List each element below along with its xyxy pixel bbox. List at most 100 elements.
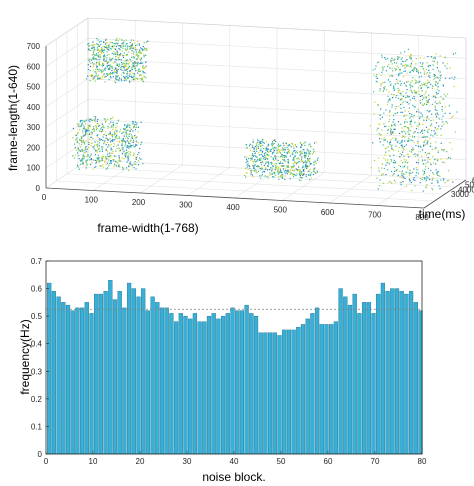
scatter-point bbox=[95, 64, 97, 66]
scatter-point bbox=[281, 176, 283, 178]
scatter-point bbox=[255, 161, 257, 163]
scatter-point bbox=[126, 59, 128, 61]
scatter-point bbox=[125, 69, 127, 71]
scatter-point bbox=[419, 100, 421, 102]
scatter-point bbox=[419, 102, 422, 104]
scatter-point bbox=[282, 148, 285, 150]
scatter-point bbox=[131, 56, 133, 58]
scatter-point bbox=[280, 149, 282, 151]
scatter-point bbox=[380, 134, 382, 136]
scatter-point bbox=[114, 132, 116, 134]
scatter-point bbox=[125, 142, 127, 144]
scatter-point bbox=[440, 179, 442, 181]
scatter-point bbox=[111, 48, 113, 50]
scatter-point bbox=[390, 145, 392, 147]
scatter-point bbox=[132, 130, 134, 132]
scatter-point bbox=[421, 66, 424, 68]
scatter-point bbox=[405, 159, 407, 161]
scatter-point bbox=[130, 39, 133, 41]
scatter-point bbox=[301, 143, 303, 146]
scatter-point bbox=[303, 168, 305, 170]
scatter-point bbox=[304, 166, 306, 168]
scatter-point bbox=[112, 127, 114, 129]
scatter-point bbox=[133, 79, 135, 81]
scatter-point bbox=[273, 173, 275, 175]
scatter-point bbox=[126, 161, 128, 163]
scatter-point bbox=[96, 120, 98, 122]
scatter-point bbox=[87, 154, 89, 156]
scatter-point bbox=[397, 56, 399, 58]
scatter-point bbox=[96, 67, 98, 69]
scatter-point bbox=[105, 149, 107, 151]
scatter-point bbox=[430, 134, 432, 136]
x-tick-label: 700 bbox=[368, 211, 382, 220]
scatter-point bbox=[270, 161, 272, 163]
scatter-point bbox=[272, 152, 274, 154]
scatter-point bbox=[256, 160, 258, 162]
scatter-point bbox=[434, 77, 436, 79]
scatter-point bbox=[260, 146, 262, 148]
scatter-point bbox=[420, 95, 422, 97]
scatter-point bbox=[264, 158, 266, 160]
scatter-point bbox=[436, 109, 438, 111]
scatter-point bbox=[116, 70, 118, 72]
bar bbox=[141, 288, 146, 455]
scatter-point bbox=[77, 166, 79, 168]
scatter-point bbox=[78, 125, 80, 127]
scatter-point bbox=[122, 131, 124, 133]
scatter-point bbox=[116, 64, 119, 66]
scatter-point bbox=[394, 62, 396, 64]
scatter-point bbox=[246, 160, 248, 162]
scatter-point bbox=[81, 144, 83, 146]
scatter-point bbox=[92, 41, 94, 43]
scatter-point bbox=[261, 140, 263, 142]
scatter-point bbox=[400, 111, 402, 113]
scatter-point bbox=[127, 77, 129, 79]
scatter-point bbox=[446, 122, 448, 124]
scatter-point bbox=[282, 158, 284, 161]
scatter-point bbox=[282, 154, 284, 156]
scatter-point bbox=[385, 147, 387, 149]
scatter-point bbox=[438, 175, 440, 177]
scatter-point bbox=[136, 122, 138, 124]
scatter-point bbox=[96, 157, 98, 159]
scatter-point bbox=[88, 45, 90, 47]
scatter-point bbox=[115, 42, 117, 44]
scatter-point bbox=[104, 55, 106, 57]
scatter-point bbox=[255, 170, 257, 172]
scatter-point bbox=[81, 137, 83, 139]
scatter-point bbox=[423, 73, 426, 75]
scatter-point bbox=[262, 151, 264, 153]
scatter-point bbox=[397, 57, 399, 59]
scatter-point bbox=[123, 167, 125, 169]
scatter-point bbox=[98, 70, 100, 72]
bar-chart-y-axis-label: frequency(Hz) bbox=[18, 319, 32, 394]
scatter-point bbox=[97, 158, 99, 160]
scatter-point bbox=[287, 171, 290, 173]
scatter-point bbox=[419, 178, 421, 180]
scatter-point bbox=[414, 92, 416, 94]
scatter-point bbox=[294, 174, 296, 176]
scatter-point bbox=[97, 122, 99, 124]
scatter-point bbox=[415, 80, 417, 82]
scatter-point bbox=[436, 128, 438, 131]
scatter-point bbox=[280, 162, 282, 164]
scatter-point bbox=[98, 64, 100, 66]
scatter-point bbox=[266, 154, 268, 156]
scatter-point bbox=[102, 156, 104, 158]
scatter-point bbox=[113, 69, 115, 71]
scatter-point bbox=[408, 133, 410, 135]
scatter-point bbox=[428, 111, 430, 113]
scatter-point bbox=[387, 95, 389, 97]
scatter-point bbox=[115, 71, 117, 73]
scatter-point bbox=[273, 176, 275, 178]
scatter-point bbox=[421, 94, 423, 97]
scatter-point bbox=[379, 179, 381, 181]
scatter-point bbox=[272, 143, 274, 145]
scatter-point bbox=[123, 52, 125, 54]
scatter-point bbox=[372, 142, 374, 144]
scatter-point bbox=[392, 75, 394, 77]
scatter-point bbox=[129, 130, 131, 132]
scatter-point bbox=[95, 125, 97, 128]
scatter-point bbox=[262, 161, 264, 163]
